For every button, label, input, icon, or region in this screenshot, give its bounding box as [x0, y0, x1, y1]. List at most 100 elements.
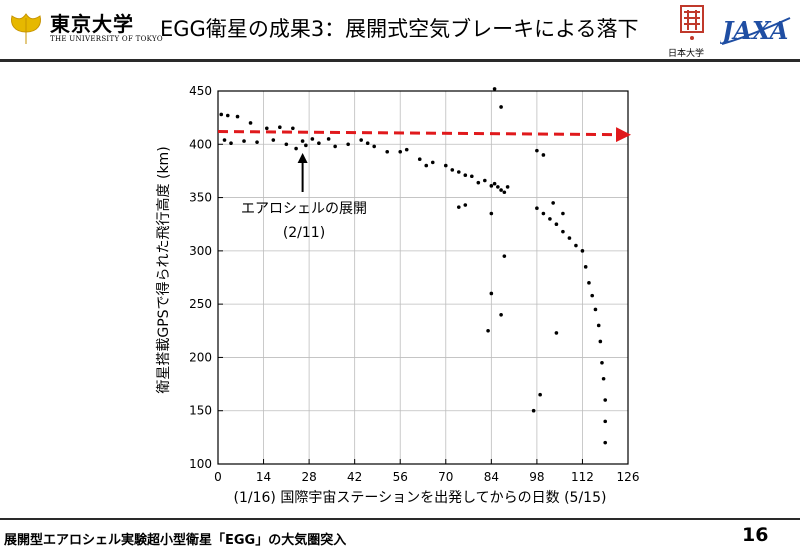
data-point [278, 125, 282, 130]
data-point [598, 339, 603, 344]
data-point [541, 211, 546, 216]
data-point [470, 174, 474, 179]
data-point [385, 149, 390, 154]
data-point [601, 376, 606, 381]
nihon-university-emblem-icon [680, 5, 704, 40]
x-tick-label: 56 [393, 470, 408, 484]
y-tick-label: 150 [189, 404, 212, 418]
utokyo-ginkgo-logo-icon [11, 13, 41, 44]
university-name-en: THE UNIVERSITY OF TOKYO [50, 35, 163, 43]
data-point [225, 113, 230, 118]
data-point [548, 217, 552, 221]
data-point [284, 142, 289, 147]
data-point [538, 392, 542, 397]
data-point [398, 149, 403, 154]
data-point [535, 206, 539, 211]
data-point [242, 139, 246, 143]
data-point [496, 185, 500, 189]
data-point [229, 141, 233, 146]
y-tick-label: 100 [189, 457, 212, 471]
x-tick-label: 28 [301, 470, 316, 484]
data-point [554, 222, 559, 227]
data-point [531, 408, 536, 413]
data-point [551, 201, 555, 205]
data-point [265, 126, 269, 131]
y-tick-label: 250 [189, 297, 212, 311]
data-point [424, 163, 429, 168]
data-point [317, 141, 321, 146]
data-point [561, 229, 565, 234]
data-point [499, 105, 503, 109]
chart-grid [217, 90, 629, 465]
x-tick-label: 98 [529, 470, 544, 484]
university-name-jp: 東京大学 [50, 12, 134, 36]
data-point [603, 419, 608, 424]
data-point [463, 173, 468, 177]
data-point [404, 147, 409, 152]
data-point [417, 157, 422, 162]
data-point [304, 143, 308, 148]
trend-arrow [217, 127, 631, 143]
x-axis-label: (1/16) 国際宇宙ステーションを出発してからの日数 (5/15) [234, 490, 607, 506]
partner-university-name: 日本大学 [668, 49, 705, 59]
data-points [219, 87, 608, 445]
data-point [590, 293, 595, 298]
data-point [499, 188, 503, 192]
data-point [587, 281, 591, 285]
data-point [489, 211, 494, 216]
jaxa-logo-icon: JAXA [720, 16, 791, 45]
x-tick-label: 70 [438, 470, 453, 484]
annotation-date: (2/11) [283, 225, 325, 241]
x-tick-label: 126 [617, 470, 640, 484]
y-tick-label: 450 [189, 84, 212, 98]
data-point [596, 323, 601, 328]
data-point [541, 153, 546, 157]
y-axis-ticks: 100 150 200 250 300 350 400 450 [189, 84, 223, 471]
data-point [486, 328, 490, 333]
data-point [310, 137, 315, 141]
data-point [235, 114, 240, 119]
data-point [248, 121, 253, 125]
data-point [492, 87, 497, 91]
data-point [450, 168, 455, 172]
data-point [603, 398, 608, 402]
data-point [443, 163, 448, 168]
data-point [580, 249, 585, 253]
data-point [574, 243, 578, 248]
data-point [476, 180, 481, 185]
data-point [502, 190, 507, 195]
x-tick-label: 0 [214, 470, 222, 484]
y-tick-label: 300 [189, 244, 212, 258]
footer-caption: 展開型エアロシェル実験超小型衛星「EGG」の大気圏突入 [4, 533, 347, 548]
data-point [291, 126, 295, 131]
data-point [430, 160, 435, 165]
data-point [489, 184, 494, 188]
data-point [561, 211, 565, 216]
slide-header: 東京大学 THE UNIVERSITY OF TOKYO EGG衛星の成果3：展… [0, 0, 800, 59]
data-point [456, 205, 461, 209]
y-axis-label: 衛星搭載GPSで得られた飛行高度 (km) [155, 146, 172, 393]
y-tick-label: 200 [189, 350, 212, 364]
data-point [535, 148, 539, 153]
data-point [567, 236, 572, 240]
data-point [463, 203, 468, 207]
data-point [603, 440, 608, 445]
data-point [333, 144, 337, 149]
data-point [271, 138, 276, 142]
data-point [219, 112, 224, 117]
data-point [499, 313, 503, 317]
x-axis-ticks: 0 14 28 42 56 70 84 98 112 126 [214, 459, 639, 484]
annotation-label: エアロシェルの展開 [241, 201, 367, 217]
data-point [456, 170, 461, 174]
data-point [359, 138, 363, 142]
y-tick-label: 400 [189, 137, 212, 151]
plot-frame [217, 90, 629, 465]
data-point [372, 144, 376, 149]
data-point [593, 307, 598, 312]
altitude-scatter-chart: 0 14 28 42 56 70 84 98 112 126 100 150 200 250 300 350… [155, 84, 639, 506]
data-point [492, 181, 497, 186]
data-point [255, 140, 259, 144]
data-point [554, 331, 559, 335]
data-point [294, 146, 298, 151]
slide-title: EGG衛星の成果3：展開式空気ブレーキによる落下 [160, 17, 639, 41]
